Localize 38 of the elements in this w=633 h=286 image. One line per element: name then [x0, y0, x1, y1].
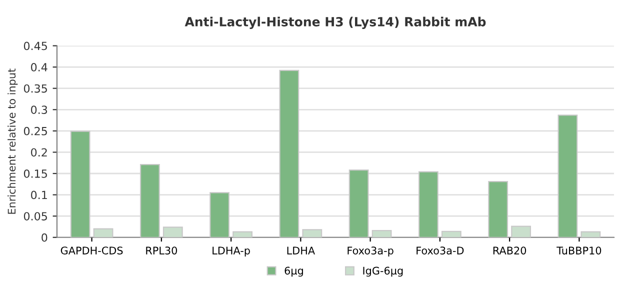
bar [372, 230, 392, 238]
x-tick-label: GAPDH-CDS [60, 246, 123, 254]
bar [488, 181, 508, 238]
bar [232, 231, 252, 238]
bar [418, 171, 438, 238]
x-tick-label: TuBBP10 [556, 246, 602, 254]
y-tick-label: 0.35 [24, 84, 47, 93]
legend-label: IgG-6μg [363, 266, 403, 277]
bar [162, 226, 183, 238]
bar [580, 231, 601, 238]
x-tick-label: LDHA-p [212, 246, 250, 256]
bar [558, 114, 578, 238]
bar [302, 229, 322, 238]
y-tick-label: 0.3 [31, 106, 48, 114]
x-tick-label: Foxo3a-D [416, 246, 464, 254]
legend-label: 6μg [284, 266, 303, 277]
bar [348, 170, 369, 238]
bar [210, 192, 230, 238]
y-tick-label: 0.2 [31, 148, 47, 157]
bar [70, 130, 90, 238]
bar [441, 230, 462, 238]
chart-title: Anti-Lactyl-Histone H3 (Lys14) Rabbit mAb [184, 16, 486, 29]
y-axis-title: Enrichment relative to input [8, 68, 18, 214]
y-tick-label: 0.25 [24, 126, 47, 136]
x-tick-label: LDHA [287, 246, 315, 254]
bar [511, 226, 532, 238]
y-tick-label: 0.45 [24, 42, 47, 50]
bar [93, 228, 114, 238]
y-tick-label: 0.05 [24, 212, 47, 220]
y-tick-label: 0.1 [31, 190, 47, 200]
y-tick-label: 0 [42, 233, 48, 242]
bar [140, 164, 160, 238]
y-tick-label: 0.4 [31, 63, 48, 72]
bar [279, 70, 300, 238]
y-tick-label: 0.15 [24, 169, 47, 178]
x-tick-label: RPL30 [146, 246, 178, 254]
x-tick-label: Foxo3a-p [348, 246, 394, 256]
x-tick-label: RAB20 [493, 246, 526, 254]
